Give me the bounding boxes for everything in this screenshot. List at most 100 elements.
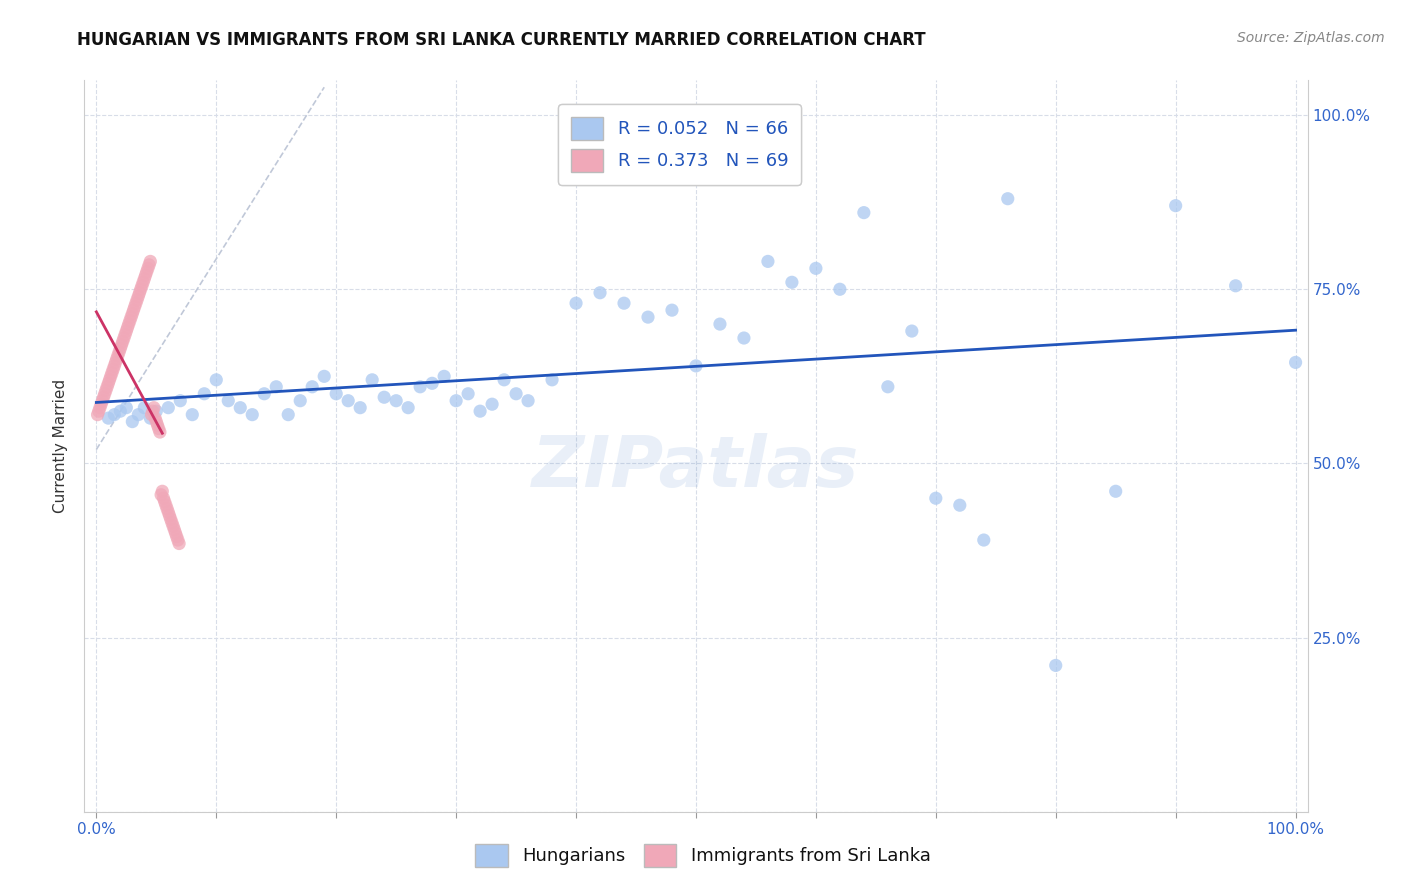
Point: [131, 278, 153, 293]
Point: [104, 355, 127, 369]
Point: [349, 401, 371, 415]
Point: [134, 401, 156, 415]
Point: [1045, 658, 1067, 673]
Point: [828, 282, 851, 296]
Point: [127, 293, 149, 307]
Point: [142, 404, 165, 418]
Point: [205, 373, 228, 387]
Point: [89, 401, 111, 415]
Point: [157, 401, 180, 415]
Point: [949, 498, 972, 512]
Point: [86, 408, 108, 422]
Point: [146, 418, 169, 433]
Point: [118, 313, 141, 327]
Text: ZIPatlas: ZIPatlas: [533, 434, 859, 502]
Point: [685, 359, 707, 373]
Legend: R = 0.052   N = 66, R = 0.373   N = 69: R = 0.052 N = 66, R = 0.373 N = 69: [558, 104, 801, 185]
Point: [337, 393, 360, 408]
Point: [756, 254, 779, 268]
Point: [160, 516, 183, 530]
Point: [108, 345, 131, 359]
Point: [128, 285, 150, 300]
Point: [143, 411, 166, 425]
Point: [121, 307, 143, 321]
Point: [159, 508, 181, 523]
Point: [117, 320, 139, 334]
Point: [804, 261, 827, 276]
Point: [135, 268, 157, 283]
Point: [589, 285, 612, 300]
Point: [780, 275, 803, 289]
Point: [264, 380, 287, 394]
Point: [167, 533, 190, 547]
Point: [709, 317, 731, 331]
Point: [150, 488, 173, 502]
Point: [637, 310, 659, 325]
Point: [93, 390, 115, 404]
Point: [110, 342, 132, 356]
Point: [125, 296, 148, 310]
Point: [301, 380, 323, 394]
Point: [517, 393, 540, 408]
Point: [229, 401, 252, 415]
Point: [217, 393, 239, 408]
Point: [433, 369, 456, 384]
Point: [613, 296, 636, 310]
Point: [733, 331, 755, 345]
Point: [124, 300, 146, 314]
Point: [100, 369, 122, 384]
Point: [290, 393, 312, 408]
Point: [115, 401, 138, 415]
Point: [925, 491, 948, 506]
Legend: Hungarians, Immigrants from Sri Lanka: Hungarians, Immigrants from Sri Lanka: [468, 837, 938, 874]
Point: [852, 205, 875, 219]
Point: [103, 408, 125, 422]
Point: [114, 327, 136, 342]
Point: [277, 408, 299, 422]
Point: [135, 265, 157, 279]
Point: [1225, 278, 1247, 293]
Point: [148, 421, 170, 435]
Point: [468, 404, 491, 418]
Point: [96, 380, 118, 394]
Point: [565, 296, 588, 310]
Point: [93, 386, 117, 401]
Point: [152, 491, 174, 506]
Point: [166, 530, 188, 544]
Point: [111, 334, 134, 349]
Point: [162, 519, 184, 533]
Point: [107, 348, 129, 362]
Point: [420, 376, 443, 391]
Point: [153, 494, 176, 508]
Point: [1164, 199, 1187, 213]
Text: HUNGARIAN VS IMMIGRANTS FROM SRI LANKA CURRENTLY MARRIED CORRELATION CHART: HUNGARIAN VS IMMIGRANTS FROM SRI LANKA C…: [77, 31, 927, 49]
Point: [105, 351, 128, 366]
Point: [876, 380, 898, 394]
Point: [136, 261, 159, 276]
Point: [181, 408, 204, 422]
Point: [396, 401, 419, 415]
Point: [90, 397, 112, 411]
Point: [159, 512, 181, 526]
Point: [91, 393, 114, 408]
Point: [127, 408, 149, 422]
Point: [361, 373, 384, 387]
Point: [103, 359, 125, 373]
Point: [122, 303, 145, 318]
Point: [240, 408, 263, 422]
Point: [155, 498, 177, 512]
Point: [97, 376, 120, 391]
Point: [150, 484, 173, 499]
Point: [505, 386, 527, 401]
Point: [901, 324, 924, 338]
Point: [145, 415, 167, 429]
Point: [138, 258, 160, 272]
Point: [132, 275, 155, 289]
Point: [101, 362, 124, 376]
Point: [129, 282, 152, 296]
Point: [97, 411, 120, 425]
Point: [373, 390, 395, 404]
Point: [661, 303, 683, 318]
Point: [444, 393, 467, 408]
Point: [157, 505, 180, 519]
